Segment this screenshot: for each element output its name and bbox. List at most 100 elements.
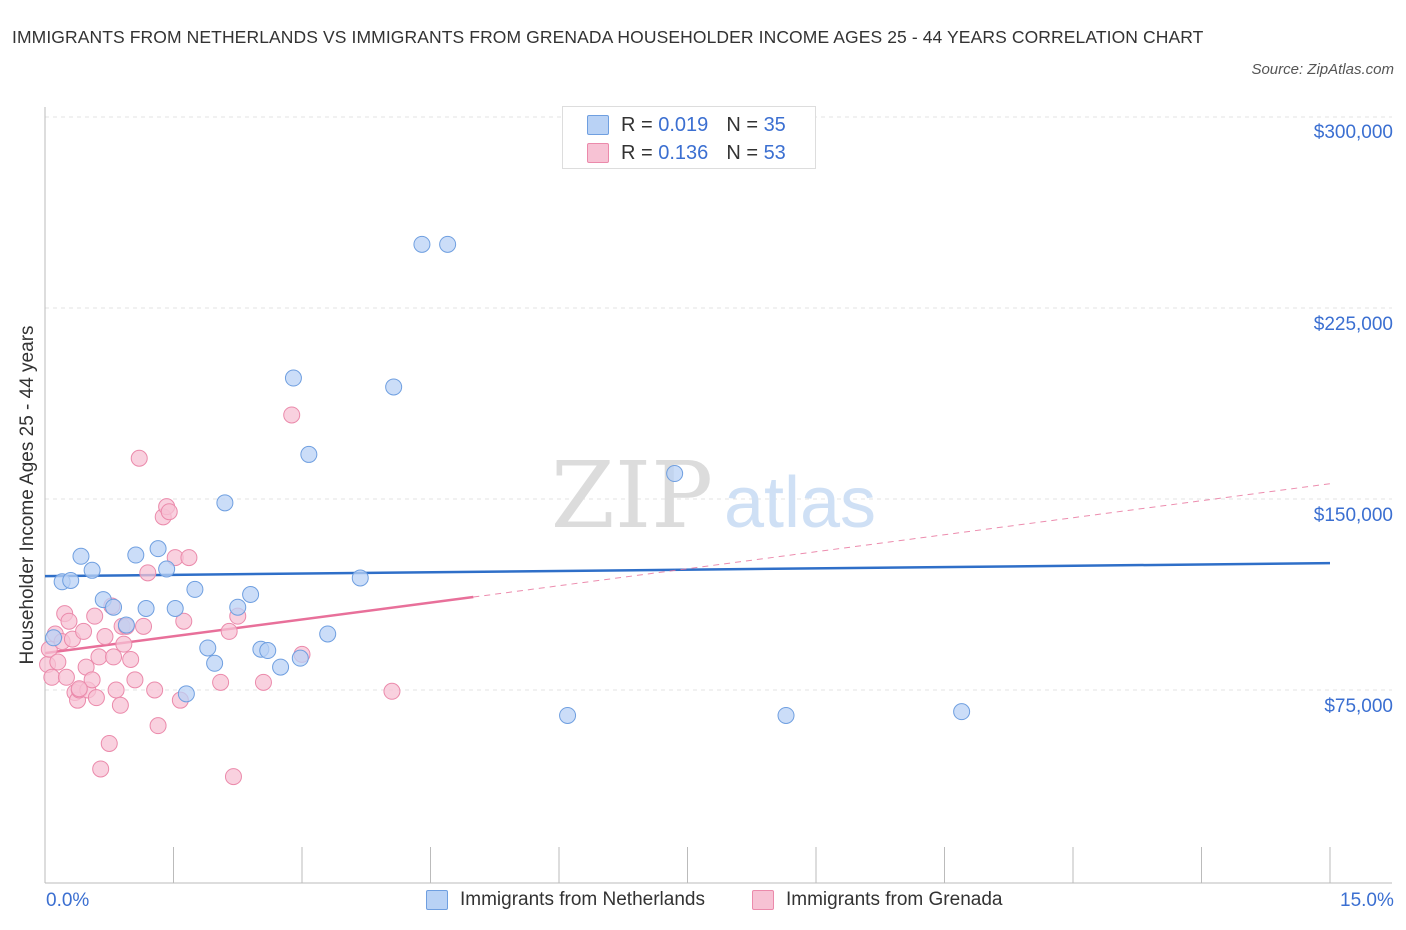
- grenada-point: [254, 673, 272, 691]
- grenada-point: [90, 648, 108, 666]
- y-tick-label-225000: $225,000: [1313, 314, 1393, 335]
- grenada-legend-label: Immigrants from Grenada: [786, 889, 1003, 910]
- netherlands-point: [413, 235, 431, 253]
- legend-row-netherlands: R = 0.019 N = 35: [587, 113, 786, 137]
- netherlands-point: [272, 658, 290, 676]
- points-layer: [39, 235, 971, 786]
- grenada-point: [92, 760, 110, 778]
- netherlands-point: [72, 547, 90, 565]
- netherlands-point: [199, 639, 217, 657]
- netherlands-point: [319, 625, 337, 643]
- y-tick-label-75000: $75,000: [1324, 696, 1393, 717]
- grenada-point: [130, 449, 148, 467]
- netherlands-point: [385, 378, 403, 396]
- netherlands-point: [351, 569, 369, 587]
- grenada-point: [87, 689, 105, 707]
- grenada-point: [49, 653, 67, 671]
- grenada-point: [96, 628, 114, 646]
- watermark: ZIP atlas: [551, 442, 876, 549]
- grenada-point: [105, 648, 123, 666]
- netherlands-point: [127, 546, 145, 564]
- grenada-point: [283, 406, 301, 424]
- grenada-point: [86, 607, 104, 625]
- netherlands-point: [953, 703, 971, 721]
- grenada-point: [180, 549, 198, 567]
- grenada-point: [224, 768, 242, 786]
- grenada-point: [111, 696, 129, 714]
- netherlands-point: [62, 571, 80, 589]
- legend-r-value: 0.019: [658, 113, 709, 136]
- netherlands-point: [242, 586, 260, 603]
- netherlands-point: [166, 600, 184, 618]
- netherlands-point: [105, 598, 123, 616]
- grenada-point: [139, 564, 157, 582]
- legend-r-value: 0.136: [658, 141, 709, 164]
- axis-layer: [44, 107, 1392, 884]
- netherlands-point: [439, 235, 457, 253]
- netherlands-point: [83, 561, 101, 579]
- grenada-point: [60, 612, 78, 630]
- x-tick-label-min: 0.0%: [46, 890, 90, 911]
- netherlands-point: [229, 598, 247, 616]
- netherlands-point: [284, 369, 302, 387]
- grenada-point: [220, 622, 238, 640]
- grenada-point: [57, 668, 75, 686]
- netherlands-swatch: [426, 890, 448, 910]
- netherlands-point: [117, 616, 135, 634]
- netherlands-legend-label: Immigrants from Netherlands: [460, 889, 705, 910]
- grenada-point: [83, 671, 101, 689]
- grenada-point: [43, 668, 61, 686]
- legend-r-label: R =: [621, 141, 653, 164]
- netherlands-point: [777, 706, 795, 724]
- bottom-legend-netherlands[interactable]: Immigrants from Netherlands: [426, 889, 705, 911]
- watermark-zip: ZIP: [551, 442, 713, 549]
- netherlands-point: [186, 580, 204, 598]
- legend-n-value: 35: [763, 113, 786, 136]
- netherlands-point: [559, 706, 577, 724]
- legend-r-label: R =: [621, 113, 653, 136]
- grenada-point: [212, 673, 230, 691]
- netherlands-point: [216, 494, 234, 512]
- grenada-point: [135, 617, 153, 635]
- netherlands-point: [149, 540, 167, 558]
- source-label: Source: ZipAtlas.com: [1251, 61, 1394, 78]
- grenada-point: [115, 635, 133, 653]
- grenada-point: [146, 681, 164, 699]
- y-axis-label: Householder Income Ages 25 - 44 years: [17, 325, 38, 665]
- x-tick-label-max: 15.0%: [1340, 890, 1394, 911]
- grenada-point: [175, 612, 193, 630]
- legend-n-label: N =: [726, 141, 758, 164]
- netherlands-point: [45, 629, 63, 647]
- bottom-legend-grenada[interactable]: Immigrants from Grenada: [752, 889, 1002, 911]
- netherlands-point: [206, 654, 224, 672]
- chart-title: IMMIGRANTS FROM NETHERLANDS VS IMMIGRANT…: [12, 27, 1204, 47]
- netherlands-point: [137, 600, 155, 618]
- grenada-point: [122, 650, 140, 668]
- grid-layer: [45, 116, 1392, 691]
- y-tick-label-300000: $300,000: [1313, 122, 1393, 143]
- grenada-point: [107, 681, 125, 699]
- netherlands-point: [158, 560, 176, 578]
- y-tick-label-150000: $150,000: [1313, 505, 1393, 526]
- legend-n-label: N =: [726, 113, 758, 136]
- grenada-point: [160, 503, 178, 521]
- grenada-point: [149, 717, 167, 735]
- grenada-swatch: [752, 890, 774, 910]
- netherlands-point: [300, 445, 318, 463]
- legend-n-value: 53: [763, 141, 786, 164]
- trend-line-netherlands: [44, 561, 1331, 578]
- grenada-point: [126, 671, 144, 689]
- trend-extension-grenada: [473, 483, 1331, 598]
- watermark-atlas: atlas: [724, 463, 876, 543]
- grenada-point: [383, 682, 401, 700]
- correlation-legend: R = 0.019 N = 35 R = 0.136 N = 53: [562, 106, 816, 169]
- legend-swatch-grenada: [587, 143, 609, 163]
- grenada-point: [75, 622, 93, 640]
- grenada-point: [70, 680, 88, 698]
- netherlands-point: [666, 465, 684, 483]
- netherlands-point: [177, 685, 195, 703]
- legend-swatch-netherlands: [587, 115, 609, 135]
- netherlands-point: [291, 649, 309, 667]
- legend-row-grenada: R = 0.136 N = 53: [587, 141, 786, 165]
